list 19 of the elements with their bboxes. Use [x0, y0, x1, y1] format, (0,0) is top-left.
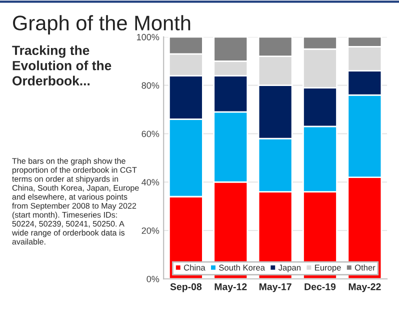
y-tick-label: 60% [142, 130, 160, 138]
legend-label: South Korea [219, 264, 265, 271]
chart-title: Graph of the Month [13, 15, 190, 35]
x-tick-label: Dec-19 [304, 283, 336, 290]
x-tick-label: May-22 [348, 283, 381, 292]
legend-label: Japan [278, 264, 300, 272]
x-tick-label: May-12 [214, 283, 247, 292]
legend-label: Other [354, 264, 376, 271]
y-tick-label: 80% [142, 82, 160, 89]
y-tick-label: 40% [142, 179, 160, 186]
legend-label: China [184, 264, 206, 271]
text: Tracking the Evolution of the Orderbook... [12, 45, 112, 86]
x-tick-label: Sep-08 [170, 283, 202, 292]
y-tick-label: 0% [146, 276, 160, 282]
y-tick-label: 20% [142, 227, 160, 234]
text: The bars on the graph show the proportion of the orderbook in CGT terms on order at shipyards in China, South Korea, Japan, Europe and elsewhere, at various points from September 2008 to May 2022 (start month). Timeseries IDs: 50224, 50239, 50241, 50250. A wide range of orderbook data is available. [12, 158, 139, 245]
legend-label: Europe [315, 264, 341, 272]
y-tick-label: 100% [137, 34, 160, 40]
x-tick-label: May-17 [259, 283, 292, 292]
